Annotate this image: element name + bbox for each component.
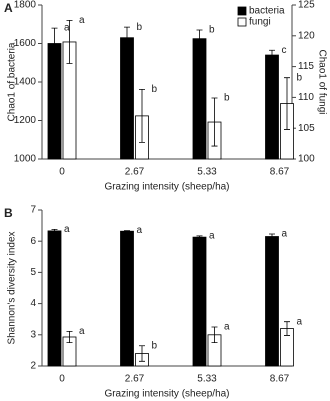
legend-swatch xyxy=(237,17,247,27)
y-axis-title: Chao1 of bacteria xyxy=(7,42,18,121)
significance-letter: a xyxy=(209,231,215,242)
significance-letter: b xyxy=(137,22,143,33)
legend-label: bacteria xyxy=(249,6,285,17)
panel-label: B xyxy=(4,206,13,220)
y-tick-label: 2 xyxy=(30,361,36,372)
x-tick-label: 5.33 xyxy=(197,167,217,178)
y-tick-label: 3 xyxy=(30,329,36,340)
error-bar xyxy=(51,27,58,60)
y-tick-label: 6 xyxy=(30,236,36,247)
x-tick-label: 5.33 xyxy=(197,374,217,385)
bar xyxy=(265,236,279,367)
y-tick-label: 1800 xyxy=(14,0,37,11)
error-bar xyxy=(284,77,290,130)
x-tick-label: 2.67 xyxy=(125,167,145,178)
significance-letter: b xyxy=(152,340,158,351)
error-bar xyxy=(51,228,58,233)
significance-letter: a xyxy=(64,224,70,235)
y-tick-label: 1000 xyxy=(14,154,37,165)
x-tick-label: 2.67 xyxy=(125,374,145,385)
bar xyxy=(47,230,62,367)
y-tick-label: 1200 xyxy=(14,115,37,126)
error-bar xyxy=(66,20,73,64)
bar xyxy=(120,230,134,367)
error-bar xyxy=(211,326,218,343)
y-tick-label: 1600 xyxy=(14,38,37,49)
significance-letter: a xyxy=(64,23,70,34)
bar xyxy=(47,43,62,160)
error-bar xyxy=(139,345,145,362)
y2-tick-label: 100 xyxy=(298,154,315,165)
y2-axis-title: Chao1 of fungi xyxy=(316,49,327,114)
y2-tick-label: 105 xyxy=(298,123,315,134)
significance-letter: a xyxy=(79,326,85,337)
error-bar xyxy=(284,321,290,336)
legend-label: fungi xyxy=(249,17,271,28)
x-tick-label: 0 xyxy=(59,167,65,178)
error-bar xyxy=(269,49,275,61)
significance-letter: b xyxy=(224,93,230,104)
significance-letter: a xyxy=(297,316,303,327)
significance-letter: b xyxy=(297,72,303,83)
significance-letter: c xyxy=(282,45,287,56)
bar xyxy=(265,54,279,160)
y-tick-label: 1400 xyxy=(14,77,37,88)
error-bar xyxy=(269,233,275,240)
y2-tick-label: 125 xyxy=(298,0,315,11)
bar xyxy=(192,236,207,367)
significance-letter: a xyxy=(137,225,143,236)
error-bar xyxy=(139,88,145,143)
x-tick-label: 8.67 xyxy=(270,167,290,178)
x-tick-label: 0 xyxy=(59,374,65,385)
y2-tick-label: 120 xyxy=(298,30,315,41)
significance-letter: b xyxy=(152,84,158,95)
y2-tick-label: 115 xyxy=(298,61,314,72)
significance-letter: b xyxy=(209,25,215,36)
y2-tick-label: 110 xyxy=(298,92,314,103)
x-axis-title: Grazing intensity (sheep/ha) xyxy=(104,389,229,400)
x-axis-title: Grazing intensity (sheep/ha) xyxy=(104,182,229,193)
y-axis-title: Shannon's diversity index xyxy=(7,231,18,344)
y-tick-label: 5 xyxy=(30,267,36,278)
panel-label: A xyxy=(4,1,13,15)
y-tick-label: 7 xyxy=(30,205,36,216)
error-bar xyxy=(66,330,73,343)
x-tick-label: 8.67 xyxy=(270,374,290,385)
legend-swatch xyxy=(237,6,247,16)
bar xyxy=(120,37,134,160)
error-bar xyxy=(196,235,203,239)
error-bar xyxy=(211,97,218,147)
error-bar xyxy=(124,230,130,233)
error-bar xyxy=(124,26,130,49)
significance-letter: a xyxy=(79,15,85,26)
significance-letter: a xyxy=(282,229,288,240)
y-tick-label: 4 xyxy=(30,298,36,309)
significance-letter: a xyxy=(224,322,230,333)
bar xyxy=(192,38,207,160)
error-bar xyxy=(196,29,203,48)
